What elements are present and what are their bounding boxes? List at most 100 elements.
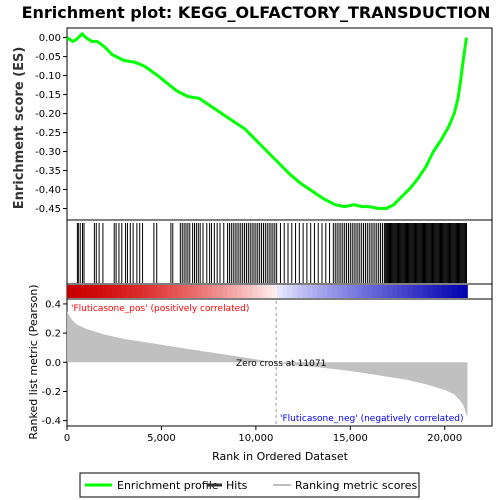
rank-color-segment [87, 285, 93, 298]
rank-color-segment [252, 285, 258, 298]
rank-color-segment [222, 285, 228, 298]
neg-annotation: 'Fluticasone_neg' (negatively correlated… [280, 414, 463, 424]
rank-color-segment [332, 285, 338, 298]
rank-color-segment [117, 285, 123, 298]
rank-y-axis-label: Ranked list metric (Pearson) [27, 284, 40, 439]
rank-color-segment [142, 285, 148, 298]
rank-color-segment [397, 285, 403, 298]
rank-color-segment [187, 285, 193, 298]
rank-color-segment [402, 285, 408, 298]
rank-color-segment [417, 285, 423, 298]
rank-color-segment [262, 285, 268, 298]
rank-color-segment [347, 285, 353, 298]
rank-color-segment [92, 285, 98, 298]
es-y-tick-label: 0.00 [39, 33, 61, 44]
rank-color-segment [237, 285, 243, 298]
x-tick-label: 5,000 [147, 433, 176, 444]
es-y-tick-label: -0.05 [35, 52, 61, 63]
es-y-axis-label: Enrichment score (ES) [12, 47, 27, 210]
chart-title: Enrichment plot: KEGG_OLFACTORY_TRANSDUC… [22, 3, 491, 22]
legend-label-ranking: Ranking metric scores [295, 479, 417, 492]
rank-color-segment [67, 285, 73, 298]
rank-color-segment [302, 285, 308, 298]
rank-color-segment [367, 285, 373, 298]
rank-color-segment [107, 285, 113, 298]
rank-color-segment [212, 285, 218, 298]
es-y-axis: 0.00 -0.05 -0.10 -0.15 -0.20 -0.25 -0.30 -0.35 -… [35, 33, 67, 215]
es-y-tick-label: -0.40 [35, 185, 61, 196]
rank-color-segment [162, 285, 168, 298]
rank-color-segment [197, 285, 203, 298]
rank-color-segment [292, 285, 298, 298]
rank-color-segment [362, 285, 368, 298]
ranking-color-bar [67, 285, 468, 298]
rank-color-segment [437, 285, 443, 298]
rank-color-segment [297, 285, 303, 298]
rank-color-segment [97, 285, 103, 298]
x-axis-label: Rank in Ordered Dataset [212, 450, 349, 463]
rank-color-segment [72, 285, 78, 298]
rank-color-segment [172, 285, 178, 298]
rank-y-tick-label: 0.0 [45, 358, 61, 369]
ranking-metric-area [67, 311, 468, 418]
rank-y-tick-label: -0.4 [41, 416, 61, 427]
rank-color-segment [127, 285, 133, 298]
es-y-tick-label: -0.35 [35, 166, 61, 177]
rank-y-tick-label: 0.4 [45, 299, 61, 310]
zero-cross-annotation: Zero cross at 11071 [236, 359, 326, 369]
rank-color-segment [452, 285, 458, 298]
legend-label-enrichment: Enrichment profile [117, 479, 219, 492]
rank-color-segment [342, 285, 348, 298]
rank-color-segment [132, 285, 138, 298]
rank-color-segment [352, 285, 358, 298]
legend-box [79, 472, 420, 498]
rank-color-segment [457, 285, 463, 298]
rank-color-segment [422, 285, 428, 298]
rank-color-segment [407, 285, 413, 298]
rank-color-segment [207, 285, 213, 298]
rank-color-segment [157, 285, 163, 298]
x-tick-label: 0 [64, 433, 70, 444]
rank-color-segment [282, 285, 288, 298]
pos-annotation: 'Fluticasone_pos' (positively correlated… [71, 304, 249, 314]
x-axis: 0 5,000 10,000 15,000 20,000 [64, 426, 462, 444]
rank-color-segment [217, 285, 223, 298]
rank-color-segment [357, 285, 363, 298]
rank-color-segment [427, 285, 433, 298]
rank-color-segment [267, 285, 273, 298]
rank-color-segment [147, 285, 153, 298]
rank-color-segment [447, 285, 453, 298]
rank-color-segment [177, 285, 183, 298]
rank-color-segment [322, 285, 328, 298]
rank-color-segment [77, 285, 83, 298]
rank-color-segment [312, 285, 318, 298]
es-y-tick-label: -0.45 [35, 204, 61, 215]
rank-color-segment [247, 285, 253, 298]
x-tick-label: 15,000 [333, 433, 368, 444]
rank-color-segment [272, 285, 278, 298]
rank-color-segment [372, 285, 378, 298]
rank-color-segment [152, 285, 158, 298]
rank-color-segment [287, 285, 293, 298]
es-y-tick-label: -0.15 [35, 90, 61, 101]
x-tick-label: 20,000 [427, 433, 462, 444]
rank-color-segment [102, 285, 108, 298]
legend: Enrichment profile Hits Ranking metric s… [79, 472, 420, 498]
rank-color-segment [307, 285, 313, 298]
rank-color-segment [167, 285, 173, 298]
es-y-tick-label: -0.20 [35, 109, 61, 120]
enrichment-profile-series [66, 32, 468, 210]
rank-color-segment [192, 285, 198, 298]
rank-color-segment [327, 285, 333, 298]
rank-color-segment [382, 285, 388, 298]
x-tick-label: 10,000 [238, 433, 273, 444]
rank-color-segment [392, 285, 398, 298]
rank-color-segment [317, 285, 323, 298]
es-y-tick-label: -0.30 [35, 147, 61, 158]
rank-color-segment [412, 285, 418, 298]
es-y-tick-label: -0.25 [35, 128, 61, 139]
rank-y-tick-label: -0.2 [41, 387, 61, 398]
rank-color-segment [432, 285, 438, 298]
rank-y-tick-label: 0.2 [45, 329, 61, 340]
